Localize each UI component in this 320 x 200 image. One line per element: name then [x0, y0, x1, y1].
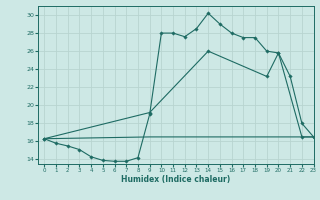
X-axis label: Humidex (Indice chaleur): Humidex (Indice chaleur): [121, 175, 231, 184]
